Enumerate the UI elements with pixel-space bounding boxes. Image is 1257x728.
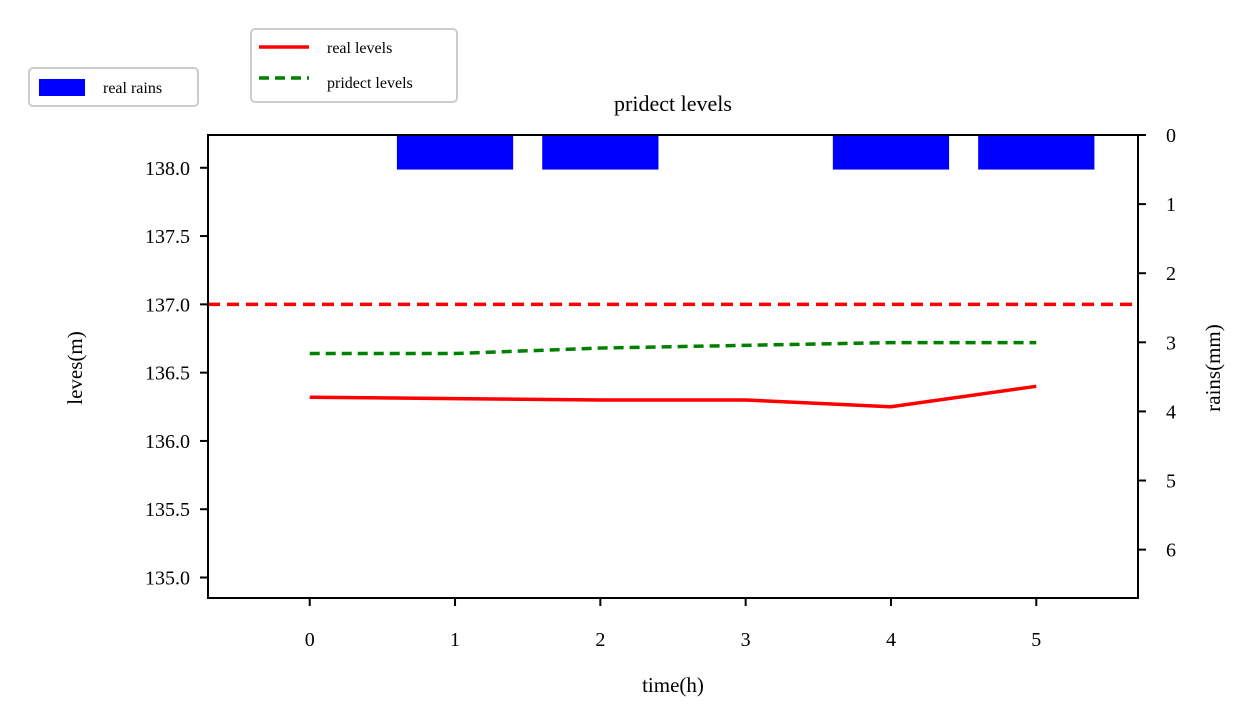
- plot-frame: [207, 134, 1139, 599]
- chart-title: pridect levels: [614, 91, 732, 116]
- legend-lines: real levels pridect levels: [250, 28, 458, 103]
- y2-tick-label: 3: [1166, 332, 1176, 354]
- legend-rain-swatch: [39, 79, 85, 96]
- y-tick-label: 136.0: [145, 431, 190, 453]
- rain-bar: [542, 135, 659, 170]
- y2-tick-label: 5: [1166, 471, 1176, 493]
- x-axis-label: time(h): [642, 673, 704, 697]
- legend-rain-box: [28, 67, 199, 107]
- x-tick-label: 4: [886, 629, 896, 651]
- rain-bar: [978, 135, 1095, 170]
- x-tick-label: 1: [450, 629, 460, 651]
- y-tick-label: 138.0: [145, 158, 190, 180]
- rain-bar: [396, 135, 514, 170]
- x-tick-label: 3: [741, 629, 751, 651]
- y-tick-label: 137.5: [145, 226, 190, 248]
- y-tick-label: 135.0: [145, 568, 190, 590]
- x-tick-label: 2: [595, 629, 605, 651]
- x-tick-label: 5: [1031, 629, 1041, 651]
- legend-rain: real rains: [28, 67, 199, 107]
- y2-tick-label: 6: [1166, 540, 1176, 562]
- y-tick-label: 136.5: [145, 363, 190, 385]
- series-line-real-levels: [309, 384, 1037, 409]
- legend-pridect-levels-label: pridect levels: [327, 75, 413, 92]
- x-tick-label: 0: [305, 629, 315, 651]
- y2-tick-label: 0: [1166, 125, 1176, 147]
- plot-area: [208, 135, 1138, 409]
- y2-tick-label: 1: [1166, 194, 1176, 216]
- y-tick-label: 135.5: [145, 499, 190, 521]
- legend-rain-label: real rains: [103, 80, 162, 97]
- y2-tick-label: 4: [1166, 401, 1176, 423]
- rain-bar: [832, 135, 950, 170]
- y-tick-label: 137.0: [145, 294, 190, 316]
- y2-axis-label: rains(mm): [1201, 324, 1225, 411]
- legend-real-levels-label: real levels: [327, 40, 392, 57]
- y2-tick-label: 2: [1166, 263, 1176, 285]
- y-axis-label: leves(m): [63, 331, 87, 404]
- series-line-pridect-levels: [309, 340, 1037, 356]
